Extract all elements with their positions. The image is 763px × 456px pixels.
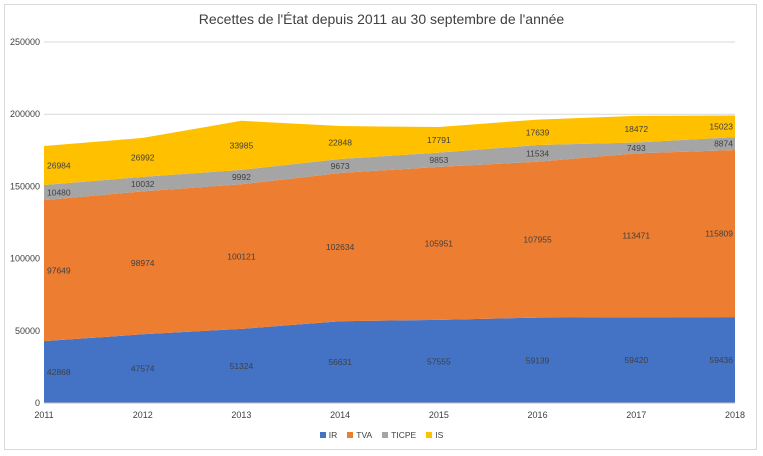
data-label: 56631 (328, 357, 352, 367)
legend-swatch (319, 432, 326, 438)
y-tick-label: 200000 (10, 109, 40, 119)
data-label: 9853 (429, 155, 448, 165)
data-label: 59139 (526, 355, 550, 365)
y-tick-label: 50000 (15, 326, 40, 336)
legend-swatch (347, 432, 354, 438)
data-label: 102634 (326, 242, 355, 252)
x-tick-label: 2016 (528, 410, 548, 420)
data-label: 59420 (624, 355, 648, 365)
data-label: 10032 (131, 179, 155, 189)
series-area-tva (44, 149, 735, 342)
data-label: 97649 (47, 266, 71, 276)
chart-title: Recettes de l'État depuis 2011 au 30 sep… (198, 11, 565, 27)
legend-label: IR (328, 430, 338, 440)
y-tick-label: 100000 (10, 254, 40, 264)
x-tick-label: 2015 (429, 410, 449, 420)
legend: IR TVA TICPE IS (0, 430, 763, 440)
legend-label: TICPE (391, 430, 417, 440)
data-label: 17791 (427, 135, 451, 145)
data-label: 115809 (705, 229, 733, 239)
legend-item-tva: TVA (347, 430, 372, 440)
series-area-ticpe (44, 137, 735, 201)
data-label: 7493 (627, 143, 646, 153)
data-label: 105951 (425, 238, 454, 248)
data-label: 15023 (709, 121, 733, 131)
data-label: 107955 (523, 235, 552, 245)
data-label: 59436 (709, 355, 733, 365)
data-label: 22848 (328, 138, 352, 148)
data-label: 100121 (227, 252, 256, 262)
data-label: 42868 (47, 367, 71, 377)
legend-swatch (426, 432, 433, 438)
series-area-ir (44, 317, 735, 403)
data-label: 113471 (622, 230, 650, 240)
legend-label: IS (435, 430, 444, 440)
data-label: 51324 (230, 361, 254, 371)
data-label: 10480 (47, 188, 71, 198)
data-label: 47574 (131, 364, 155, 374)
x-tick-label: 2012 (133, 410, 153, 420)
data-label: 8874 (714, 139, 733, 149)
data-label: 57555 (427, 356, 451, 366)
series-area-is (44, 115, 735, 185)
legend-item-ticpe: TICPE (382, 430, 416, 440)
data-label: 33985 (230, 140, 254, 150)
axes: 0 50000 100000 150000 200000 250000 2011 2012 20… (10, 37, 745, 420)
data-label: 9673 (331, 161, 350, 171)
data-label: 18472 (624, 124, 648, 134)
data-labels: 42868 47574 51324 56631 57555 59139 59420 59436… (47, 121, 733, 377)
series-areas (44, 115, 735, 403)
data-label: 11534 (526, 148, 549, 158)
x-tick-label: 2013 (231, 410, 251, 420)
legend-item-ir: IR (319, 430, 338, 440)
x-tick-label: 2017 (626, 410, 646, 420)
legend-swatch (382, 432, 389, 438)
data-label: 26984 (47, 160, 71, 170)
data-label: 98974 (131, 258, 155, 268)
x-tick-label: 2014 (330, 410, 350, 420)
legend-label: TVA (356, 430, 373, 440)
data-label: 17639 (526, 127, 550, 137)
legend-item-is: IS (426, 430, 443, 440)
y-tick-label: 250000 (10, 37, 40, 47)
data-label: 9992 (232, 172, 251, 182)
data-label: 26992 (131, 152, 155, 162)
y-tick-label: 150000 (10, 181, 40, 191)
x-tick-label: 2011 (34, 410, 53, 420)
y-tick-label: 0 (35, 398, 40, 408)
x-tick-label: 2018 (725, 410, 745, 420)
